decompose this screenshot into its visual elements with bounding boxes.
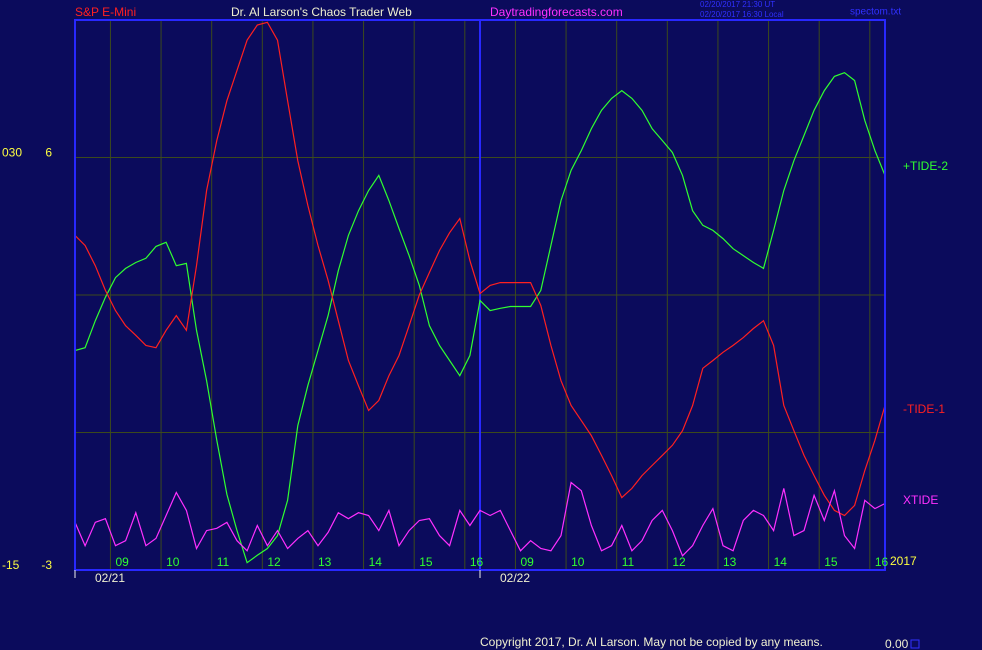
x-tick-label: 15 bbox=[419, 555, 433, 569]
header-center: Dr. Al Larson's Chaos Trader Web bbox=[231, 5, 412, 19]
legend-label: -TIDE-1 bbox=[903, 402, 945, 416]
grid bbox=[75, 20, 885, 570]
x-tick-label: 16 bbox=[470, 555, 484, 569]
x-tick-label: 12 bbox=[672, 555, 686, 569]
x-tick-label: 09 bbox=[115, 555, 129, 569]
series-line bbox=[75, 21, 885, 517]
y2-tick-label: -15 bbox=[2, 558, 20, 572]
y-tick-label: -3 bbox=[41, 558, 52, 572]
x-tick-label: 10 bbox=[571, 555, 585, 569]
x-tick-label: 15 bbox=[824, 555, 838, 569]
header-site: Daytradingforecasts.com bbox=[490, 5, 623, 19]
plot-lines bbox=[75, 21, 885, 564]
header-left: S&P E-Mini bbox=[75, 5, 136, 19]
legend-label: +TIDE-2 bbox=[903, 159, 948, 173]
file-name: spectom.txt bbox=[850, 7, 901, 18]
y2-tick-label: 030 bbox=[2, 146, 22, 160]
footer-value: 0.00 bbox=[885, 637, 909, 650]
date-label: 02/22 bbox=[500, 571, 530, 585]
x-tick-label: 11 bbox=[622, 555, 635, 569]
x-tick-label: 16 bbox=[875, 555, 889, 569]
x-tick-label: 10 bbox=[166, 555, 180, 569]
y-tick-label: 6 bbox=[45, 146, 52, 160]
x-tick-label: 11 bbox=[217, 555, 230, 569]
copyright: Copyright 2017, Dr. Al Larson. May not b… bbox=[480, 635, 823, 649]
series-line bbox=[75, 72, 885, 564]
footer-icon bbox=[910, 639, 920, 649]
legend-label: XTIDE bbox=[903, 493, 938, 507]
x-tick-label: 13 bbox=[723, 555, 737, 569]
year-label: 2017 bbox=[890, 554, 917, 568]
x-tick-label: 13 bbox=[318, 555, 332, 569]
date-label: 02/21 bbox=[95, 571, 125, 585]
x-tick-label: 14 bbox=[774, 555, 788, 569]
timestamp: 02/20/2017 21:30 UT bbox=[700, 0, 775, 9]
timestamp: 02/20/2017 16:30 Local bbox=[700, 10, 784, 19]
series-line bbox=[75, 481, 885, 557]
x-tick-label: 09 bbox=[520, 555, 534, 569]
x-tick-label: 12 bbox=[267, 555, 281, 569]
x-tick-label: 14 bbox=[369, 555, 383, 569]
